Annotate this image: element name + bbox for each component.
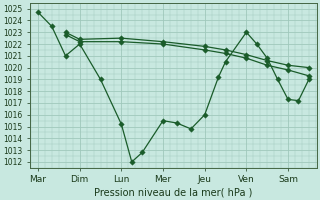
X-axis label: Pression niveau de la mer( hPa ): Pression niveau de la mer( hPa ) [94,187,252,197]
